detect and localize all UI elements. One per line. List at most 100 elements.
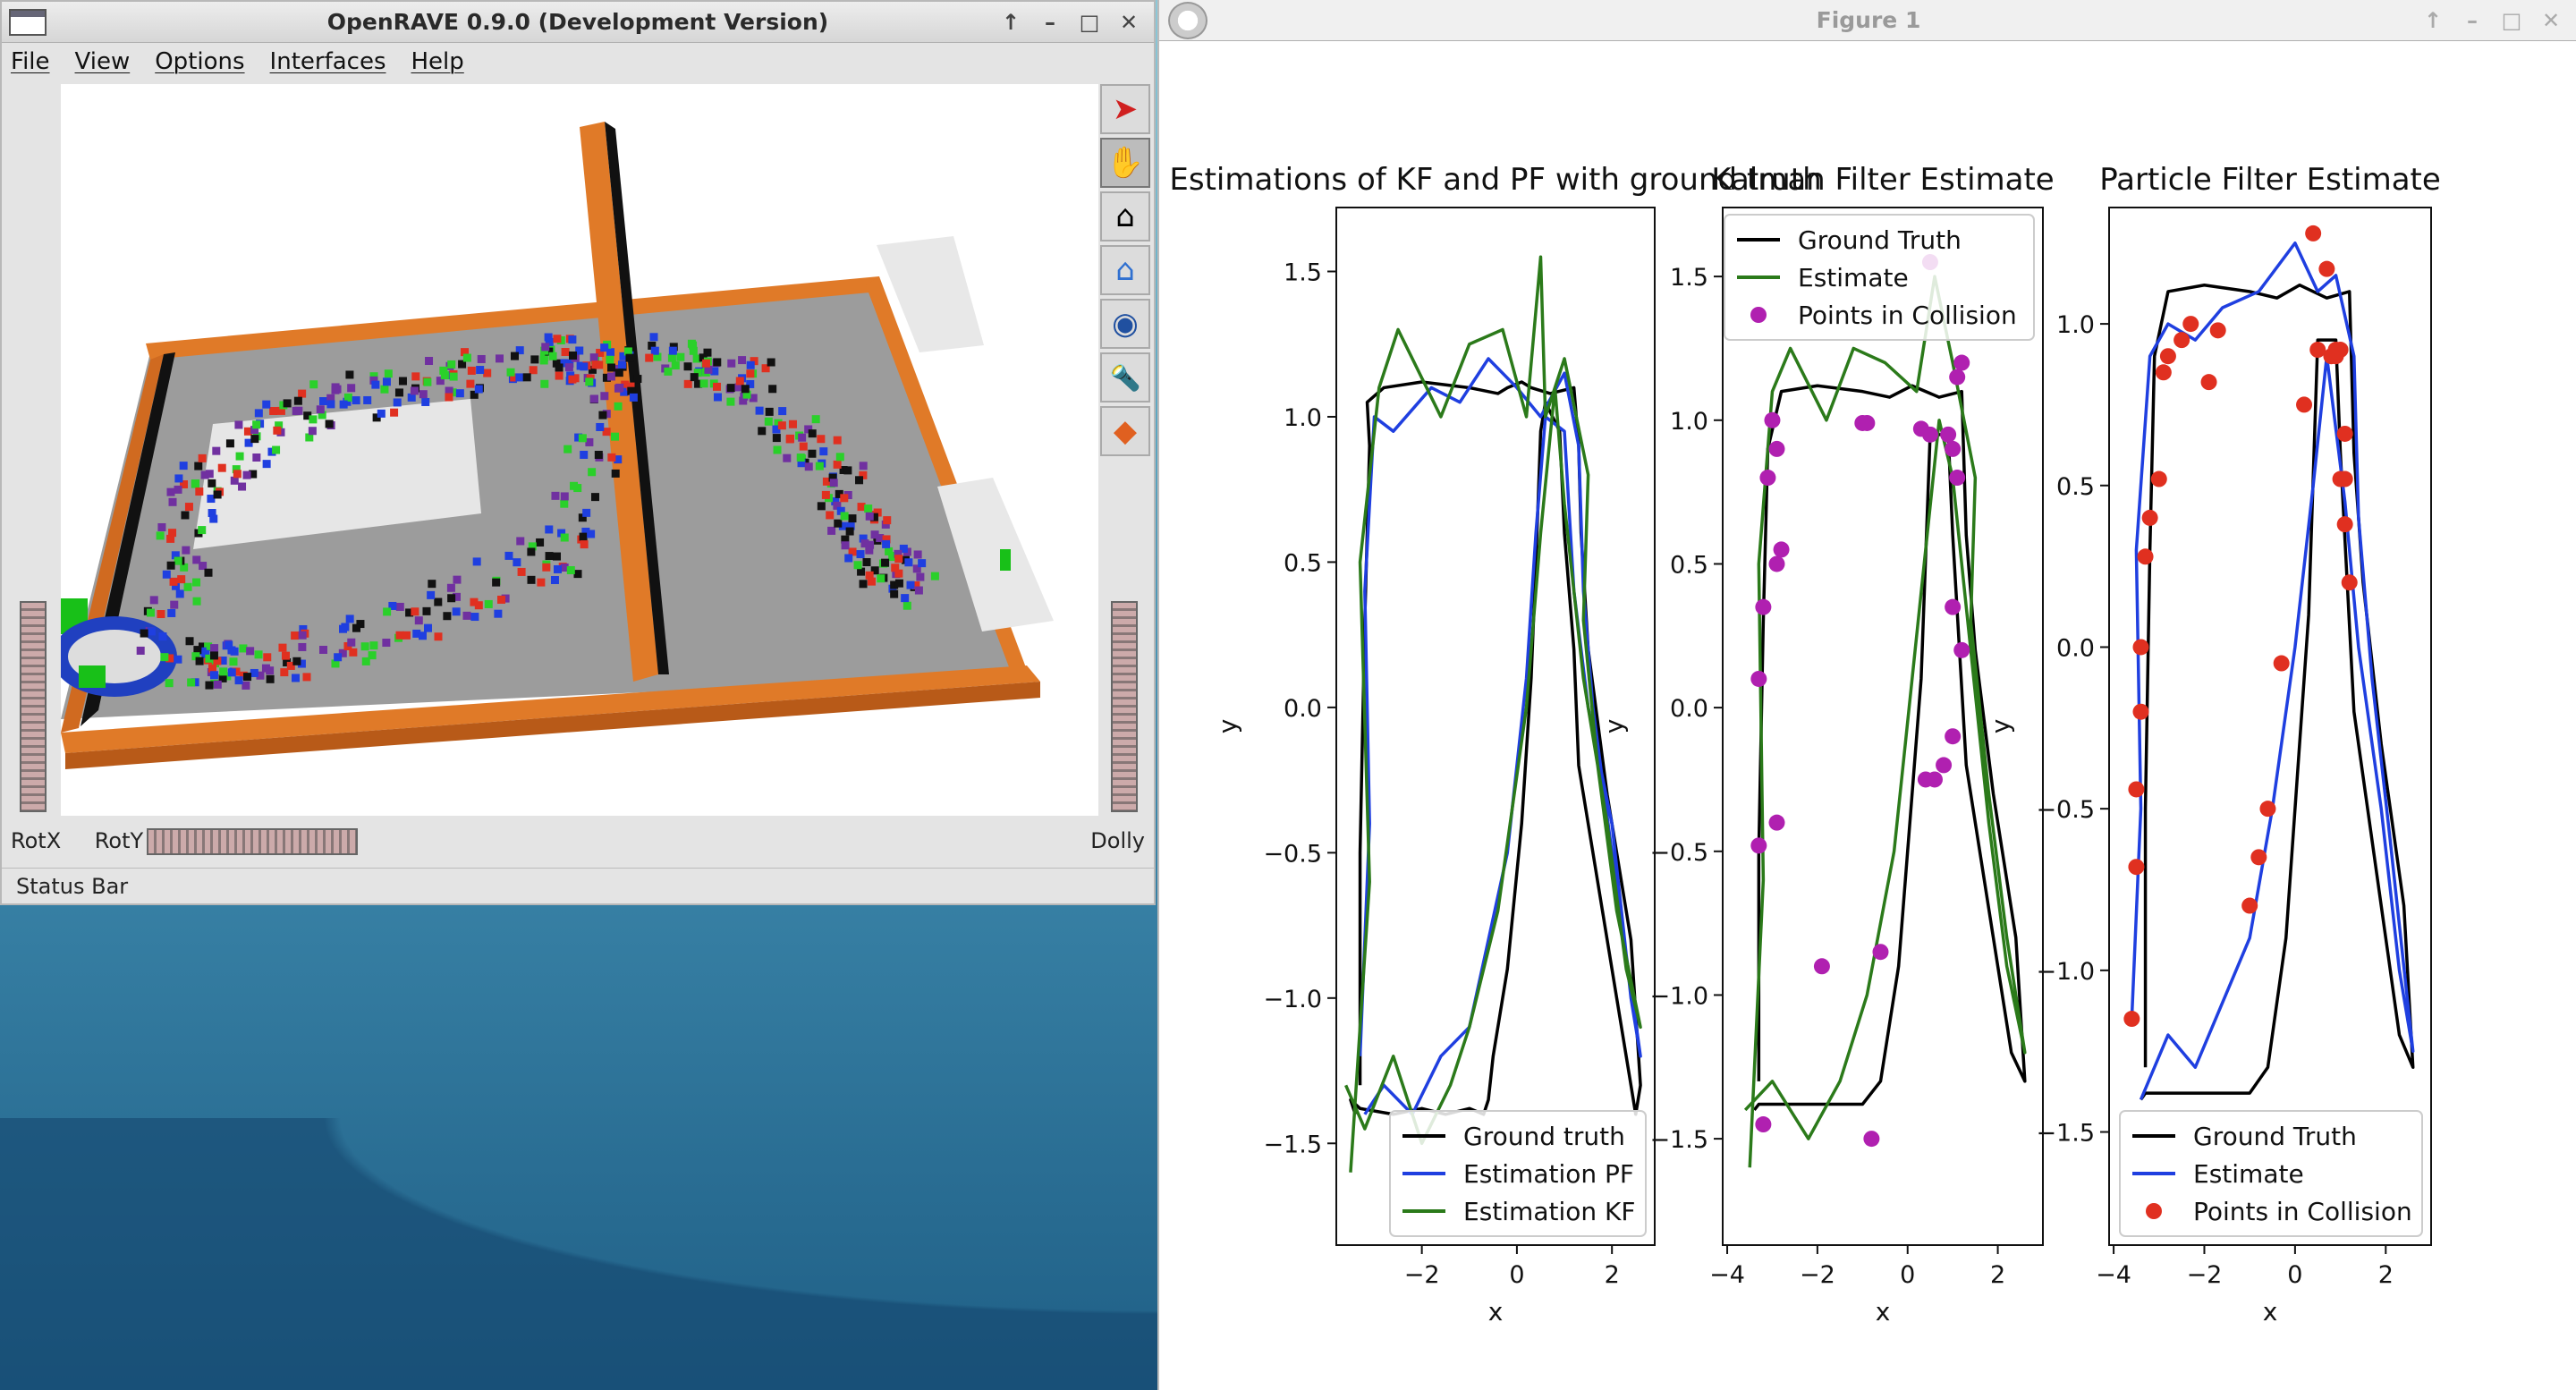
legend-label: Points in Collision [2193, 1197, 2412, 1226]
maximize-button[interactable]: □ [1079, 10, 1100, 35]
tool-select[interactable]: ➤ [1100, 84, 1150, 134]
close-button[interactable]: ✕ [1119, 10, 1139, 35]
trail-dot [783, 453, 792, 462]
trail-dot [510, 352, 519, 360]
trail-dot [564, 363, 573, 372]
y-tick-label: 0.5 [2056, 473, 2095, 501]
menu-view[interactable]: View [74, 48, 131, 75]
y-tick-label: 0.0 [1670, 695, 1708, 723]
trail-dot [424, 623, 433, 632]
trail-dot [833, 501, 842, 510]
x-tick-label: −4 [2096, 1261, 2131, 1289]
trail-dot [916, 572, 925, 581]
trail-dot [174, 556, 182, 565]
shade-button[interactable]: ↑ [1001, 10, 1021, 35]
trail-dot [703, 348, 712, 357]
trail-dot [600, 392, 609, 401]
trail-dot [772, 425, 781, 434]
trail-dot [557, 529, 566, 538]
tool-hand[interactable]: ✋ [1100, 138, 1150, 188]
trail-dot [882, 535, 891, 544]
trail-dot [683, 362, 692, 371]
trail-dot [347, 384, 356, 393]
y-tick-label: −1.0 [1263, 986, 1322, 1013]
scatter-point [1755, 1116, 1772, 1133]
trail-dot [298, 389, 307, 398]
trail-dot [768, 385, 777, 394]
trail-dot [575, 346, 584, 355]
tool-view-all[interactable]: ⌂ [1100, 245, 1150, 295]
tool-seek[interactable]: ◉ [1100, 299, 1150, 349]
menu-file[interactable]: File [11, 48, 50, 75]
trail-dot [580, 540, 589, 549]
trail-dot [704, 365, 713, 374]
scatter-point [2296, 396, 2313, 413]
trail-dot [848, 547, 857, 556]
trail-dot [545, 337, 554, 346]
dolly-slider[interactable] [1111, 601, 1138, 812]
scatter-point [2200, 374, 2217, 391]
trail-dot [901, 594, 910, 603]
menu-interfaces[interactable]: Interfaces [269, 48, 386, 75]
trail-dot [545, 525, 554, 534]
trail-dot [595, 360, 604, 369]
trail-dot [819, 447, 828, 456]
y-tick-label: 1.0 [1284, 404, 1322, 432]
3d-viewport[interactable] [61, 84, 1098, 816]
openrave-titlebar[interactable]: OpenRAVE 0.9.0 (Development Version) ↑ –… [2, 2, 1154, 43]
figure-minimize-button[interactable]: – [2467, 8, 2478, 33]
roty-slider[interactable] [147, 828, 358, 855]
trail-dot [826, 511, 835, 520]
trail-dot [168, 529, 177, 538]
tool-perspective[interactable]: ◆ [1100, 406, 1150, 456]
trail-dot [393, 398, 402, 407]
trail-dot [249, 470, 258, 479]
trail-dot [208, 664, 217, 673]
trail-dot [192, 597, 201, 606]
trail-dot [191, 652, 200, 661]
y-tick-label: 1.5 [1284, 259, 1322, 286]
trail-dot [761, 364, 770, 373]
tool-home[interactable]: ⌂ [1100, 191, 1150, 242]
trail-dot [174, 474, 183, 483]
minimize-button[interactable]: – [1045, 10, 1055, 35]
trail-dot [645, 353, 654, 362]
trail-dot [213, 490, 222, 499]
figure-maximize-button[interactable]: □ [2501, 8, 2522, 33]
legend-box [2119, 1110, 2423, 1237]
rotx-slider[interactable] [20, 601, 47, 812]
trail-dot [749, 394, 758, 403]
figure-titlebar[interactable]: Figure 1 ↑ – □ ✕ [1159, 0, 2576, 41]
trail-dot [462, 611, 471, 620]
scatter-point [1936, 757, 1953, 774]
trail-dot [360, 642, 369, 651]
legend-label: Points in Collision [1798, 301, 2017, 330]
tool-light[interactable]: 🔦 [1100, 352, 1150, 403]
trail-dot [627, 386, 636, 395]
trail-dot [890, 581, 899, 589]
menu-options[interactable]: Options [155, 48, 245, 75]
menu-help[interactable]: Help [411, 48, 464, 75]
legend-marker [2146, 1203, 2162, 1219]
series-3 [1344, 255, 1642, 1173]
trail-dot [833, 436, 842, 445]
chart-3: Particle Filter Estimate −4 −2 0 2 −1.5 −1.0 −0… [1986, 162, 2441, 1326]
trail-dot [318, 645, 327, 654]
trail-dot [421, 397, 430, 406]
trail-dot [772, 434, 781, 443]
trail-dot [539, 356, 548, 365]
trail-dot [484, 599, 493, 608]
trail-dot [578, 434, 587, 443]
figure-shade-button[interactable]: ↑ [2423, 8, 2443, 33]
trail-dot [853, 561, 862, 570]
legend: Ground Truth Estimate Points in Collision [1724, 214, 2035, 341]
trail-dot [607, 453, 616, 462]
figure-close-button[interactable]: ✕ [2541, 8, 2561, 33]
trail-dot [225, 439, 234, 448]
trail-dot [833, 460, 842, 469]
trail-dot [765, 407, 774, 416]
trail-dot [585, 377, 594, 386]
figure-canvas[interactable]: Estimations of KF and PF with ground tru… [1159, 43, 2576, 1390]
series-line [2130, 242, 2415, 1101]
scatter-point [2259, 801, 2276, 818]
